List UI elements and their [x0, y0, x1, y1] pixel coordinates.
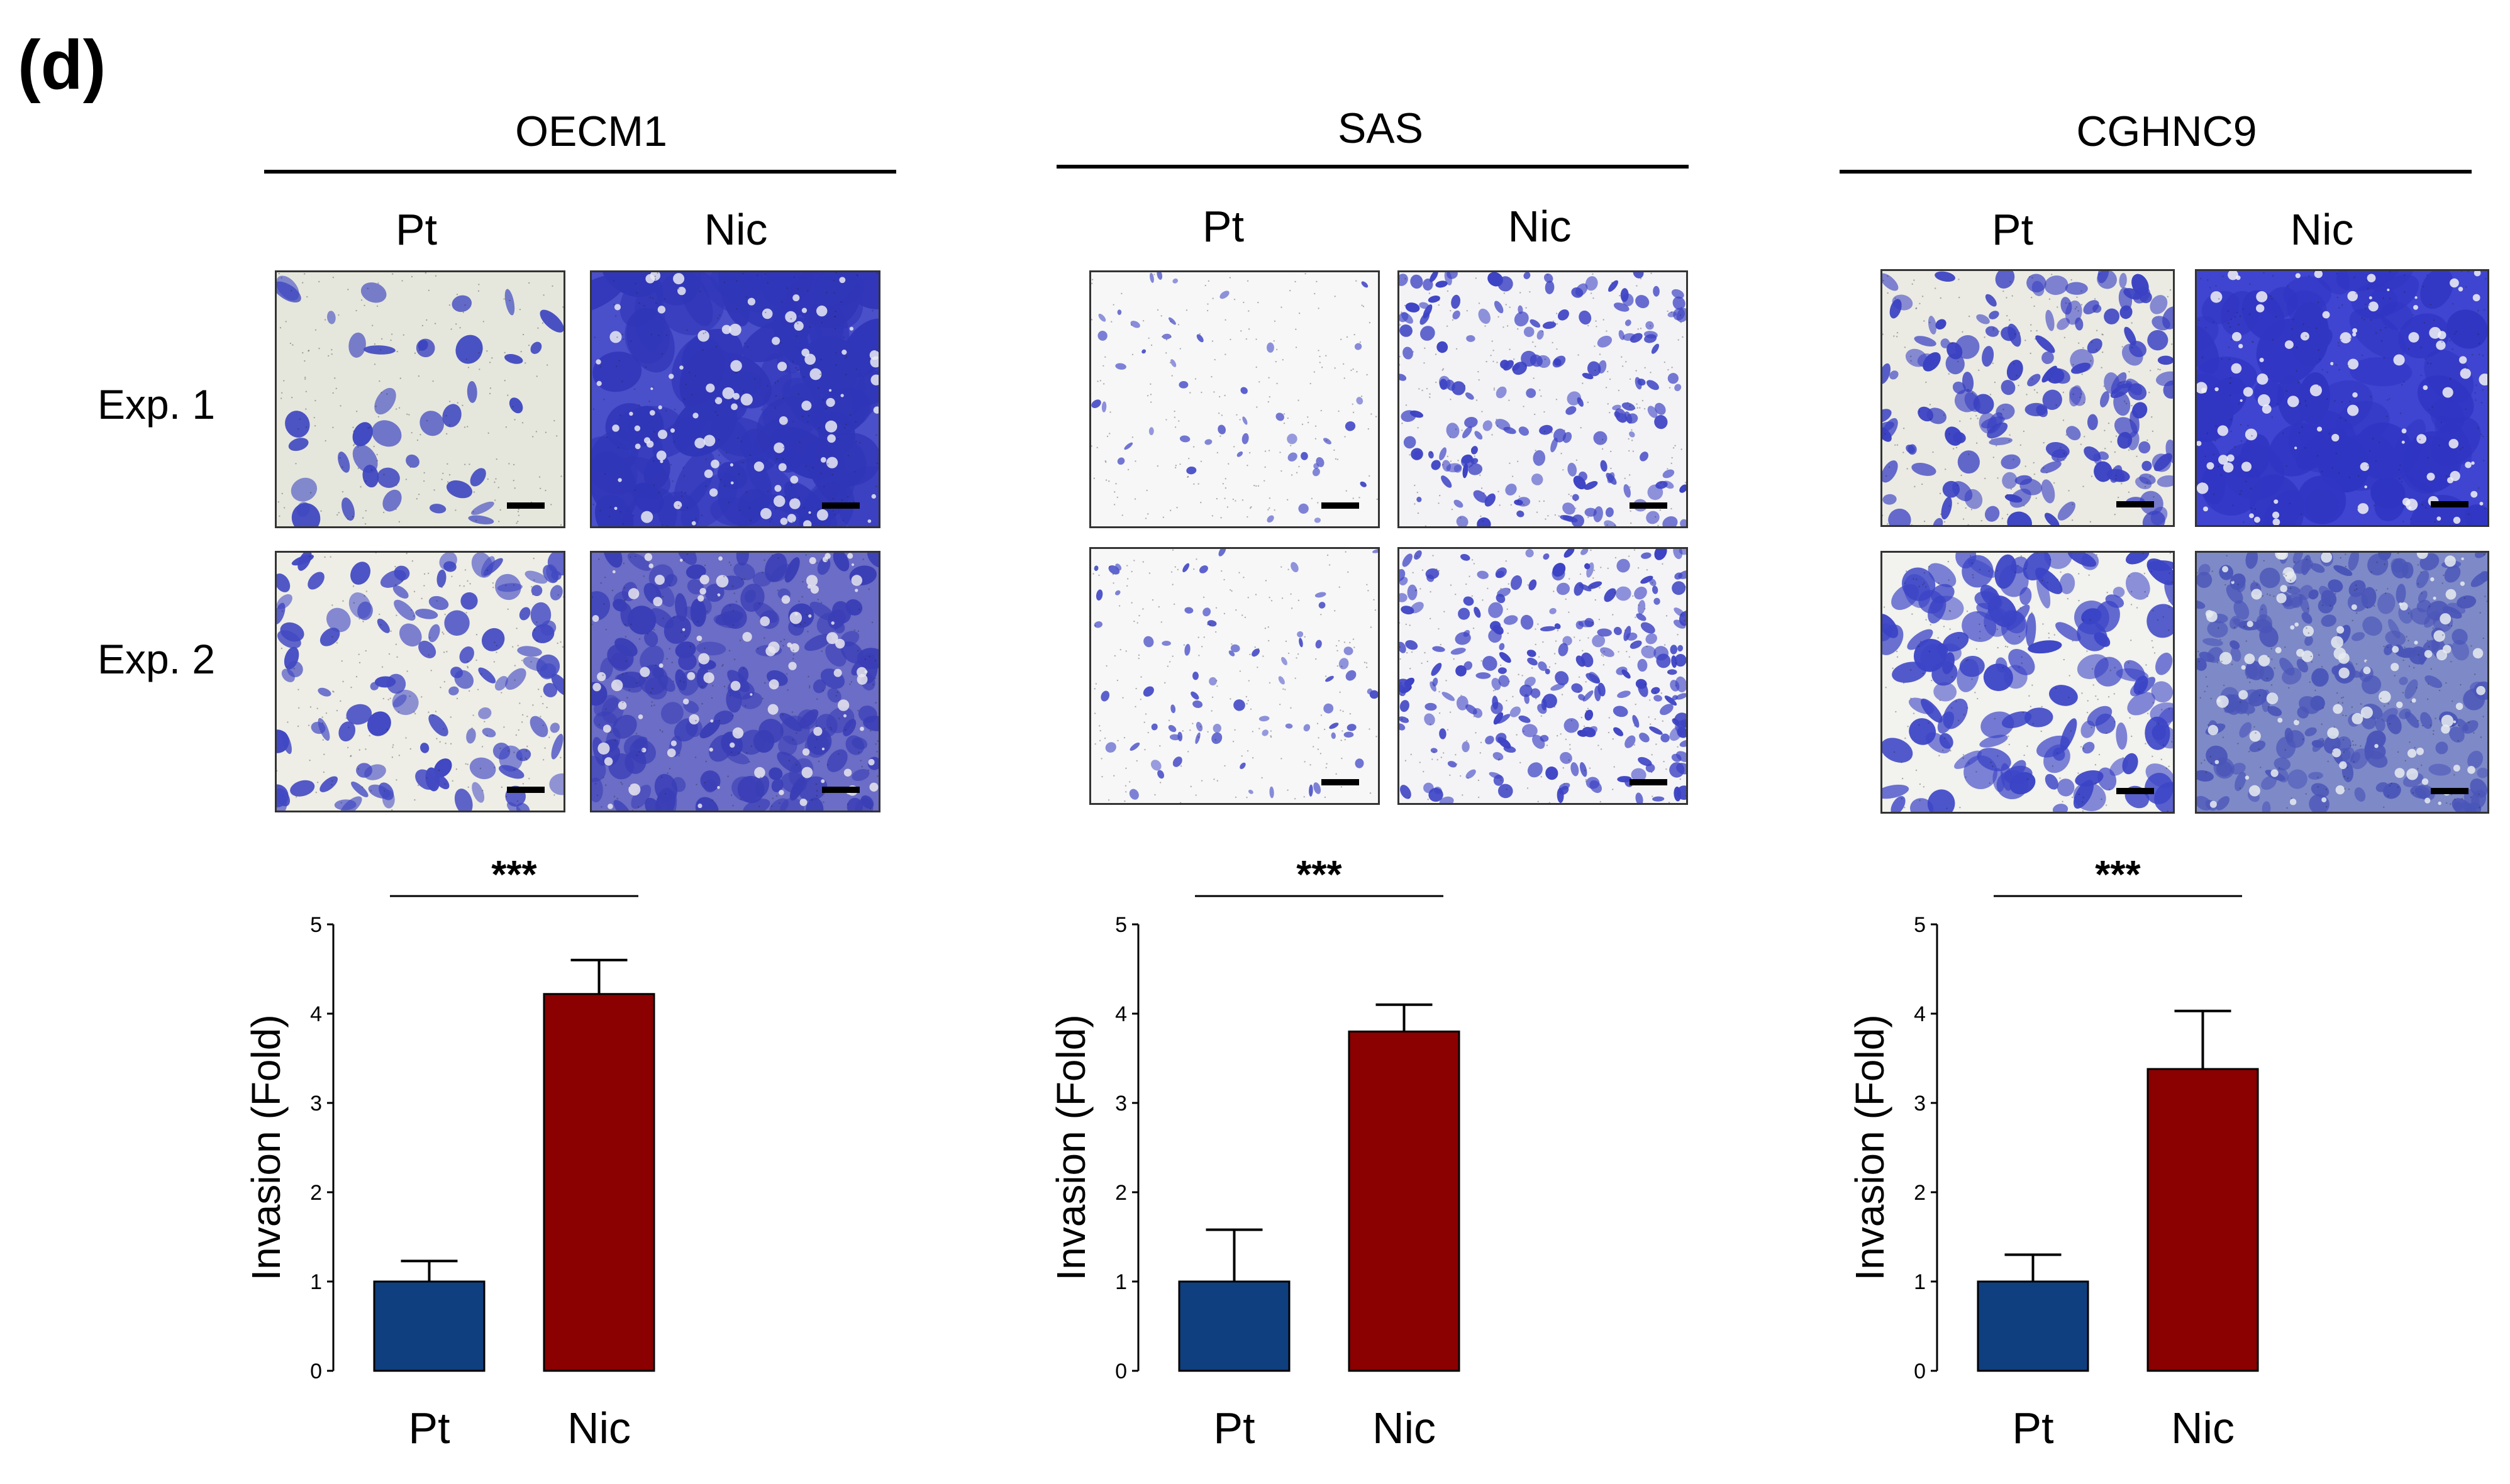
- column-label-pt: Pt: [395, 205, 438, 254]
- scale-bar: [507, 787, 545, 793]
- significance-stars: ***: [2095, 853, 2141, 897]
- scale-bar: [822, 787, 860, 793]
- micrograph-cghnc9-nic-exp2: [2195, 551, 2489, 814]
- scale-bar: [507, 502, 545, 509]
- y-tick-label: 1: [1115, 1270, 1127, 1294]
- column-label-nic: Nic: [1508, 202, 1572, 251]
- x-category-label: Pt: [408, 1404, 450, 1453]
- micrograph-oecm1-pt-exp2: [275, 551, 565, 812]
- y-tick-label: 0: [1914, 1359, 1926, 1383]
- cell-line-title-cghnc9: CGHNC9: [2076, 108, 2257, 155]
- panel-label: (d): [18, 26, 106, 104]
- y-tick-label: 4: [310, 1002, 322, 1026]
- y-axis-label: Invasion (Fold): [1847, 1014, 1892, 1280]
- y-tick-label: 5: [310, 913, 322, 937]
- y-axis-label: Invasion (Fold): [243, 1014, 289, 1280]
- micrograph-sas-nic-exp1: [1397, 270, 1688, 528]
- bar-pt: [1178, 1280, 1291, 1372]
- micrograph-cghnc9-nic-exp1: [2195, 269, 2489, 527]
- micrograph-sas-nic-exp2: [1397, 547, 1688, 805]
- micrograph-sas-pt-exp1: [1089, 270, 1380, 528]
- scale-bar: [822, 502, 860, 509]
- scale-bar: [2431, 501, 2468, 507]
- bar-nic: [1348, 1030, 1460, 1372]
- bar-chart-cghnc9: 0 1 2 3 4 5 Invasion (Fold) Pt Nic ***: [1847, 853, 2259, 1453]
- y-axis-label: Invasion (Fold): [1048, 1014, 1094, 1280]
- y-tick-label: 3: [1914, 1092, 1926, 1116]
- y-tick-label: 3: [310, 1092, 322, 1116]
- bar-pt: [1977, 1280, 2089, 1372]
- x-category-label: Nic: [1372, 1404, 1436, 1453]
- y-tick-label: 1: [310, 1270, 322, 1294]
- y-tick-label: 5: [1914, 913, 1926, 937]
- x-category-label: Nic: [2171, 1404, 2235, 1453]
- micrograph-oecm1-nic-exp2: [590, 551, 880, 812]
- y-tick-label: 0: [1115, 1359, 1127, 1383]
- scale-bar: [1630, 502, 1667, 509]
- micrograph-cghnc9-pt-exp1: [1880, 269, 2175, 527]
- row-label-exp2: Exp. 2: [97, 636, 216, 682]
- bar-nic: [543, 993, 655, 1372]
- row-label-exp1: Exp. 1: [97, 381, 216, 428]
- scale-bar: [1630, 779, 1667, 785]
- header-rule-oecm1: [264, 170, 896, 174]
- y-tick-label: 3: [1115, 1092, 1127, 1116]
- scale-bar: [2116, 501, 2154, 507]
- cell-line-title-sas: SAS: [1337, 104, 1424, 152]
- scale-bar: [1321, 502, 1359, 509]
- micrograph-cghnc9-pt-exp2: [1880, 551, 2175, 814]
- y-tick-label: 2: [1115, 1181, 1127, 1205]
- bar-pt: [373, 1280, 486, 1372]
- column-label-nic: Nic: [2290, 205, 2354, 254]
- x-category-label: Nic: [567, 1404, 631, 1453]
- y-tick-label: 2: [310, 1181, 322, 1205]
- y-tick-label: 2: [1914, 1181, 1926, 1205]
- column-label-pt: Pt: [1202, 202, 1245, 251]
- y-tick-label: 1: [1914, 1270, 1926, 1294]
- significance-stars: ***: [491, 853, 537, 897]
- cell-line-title-oecm1: OECM1: [515, 108, 667, 155]
- column-label-nic: Nic: [704, 205, 768, 254]
- y-tick-label: 4: [1115, 1002, 1127, 1026]
- significance-stars: ***: [1296, 853, 1342, 897]
- y-tick-label: 0: [310, 1359, 322, 1383]
- bar-nic: [2146, 1068, 2259, 1372]
- bar-chart-oecm1: 0 1 2 3 4 5 Invasion (Fold) Pt Nic ***: [243, 853, 655, 1453]
- micrograph-sas-pt-exp2: [1089, 547, 1380, 805]
- header-rule-cghnc9: [1840, 170, 2472, 174]
- header-rule-sas: [1057, 165, 1689, 169]
- scale-bar: [1321, 779, 1359, 785]
- y-tick-label: 5: [1115, 913, 1127, 937]
- x-category-label: Pt: [1213, 1404, 1255, 1453]
- x-category-label: Pt: [2012, 1404, 2053, 1453]
- scale-bar: [2431, 788, 2468, 794]
- scale-bar: [2116, 788, 2154, 794]
- micrograph-oecm1-nic-exp1: [590, 270, 880, 528]
- column-label-pt: Pt: [1991, 205, 2034, 254]
- y-tick-label: 4: [1914, 1002, 1926, 1026]
- bar-chart-sas: 0 1 2 3 4 5 Invasion (Fold) Pt Nic ***: [1048, 853, 1460, 1453]
- micrograph-oecm1-pt-exp1: [275, 270, 565, 528]
